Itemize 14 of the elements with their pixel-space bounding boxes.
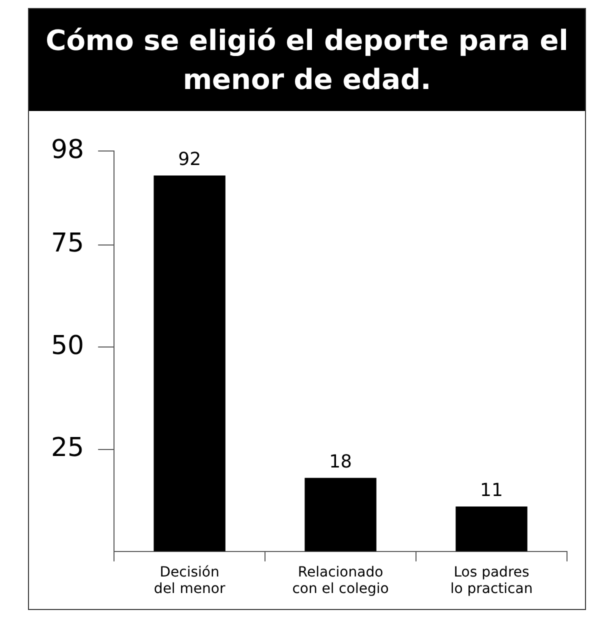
- data-label: 11: [480, 480, 503, 502]
- y-tick-label: 50: [50, 331, 84, 362]
- bar: [456, 506, 528, 552]
- chart-title: Cómo se eligió el deporte para el menor de edad.: [29, 9, 585, 112]
- data-label: 92: [178, 150, 202, 171]
- x-tick-label: Relacionado con el colegio: [292, 564, 389, 598]
- x-tick-label: Los padres lo practican: [450, 564, 533, 598]
- bar: [304, 478, 376, 552]
- y-tick-label: 25: [50, 433, 84, 464]
- x-tick-label: Decisión del menor: [154, 564, 226, 598]
- y-tick-label: 98: [50, 135, 84, 166]
- data-label: 18: [329, 452, 352, 473]
- bar: [154, 176, 226, 552]
- y-tick-label: 75: [50, 229, 84, 260]
